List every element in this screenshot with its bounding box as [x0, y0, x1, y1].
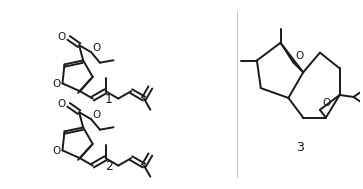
- Text: O: O: [322, 98, 330, 108]
- Text: 1: 1: [105, 93, 113, 106]
- Text: 3: 3: [296, 141, 304, 154]
- Text: O: O: [57, 99, 66, 109]
- Text: O: O: [57, 32, 66, 42]
- Text: O: O: [92, 43, 100, 53]
- Text: O: O: [92, 110, 100, 120]
- Text: O: O: [52, 146, 61, 156]
- Text: O: O: [295, 50, 303, 60]
- Text: O: O: [52, 79, 61, 89]
- Text: 2: 2: [105, 160, 113, 174]
